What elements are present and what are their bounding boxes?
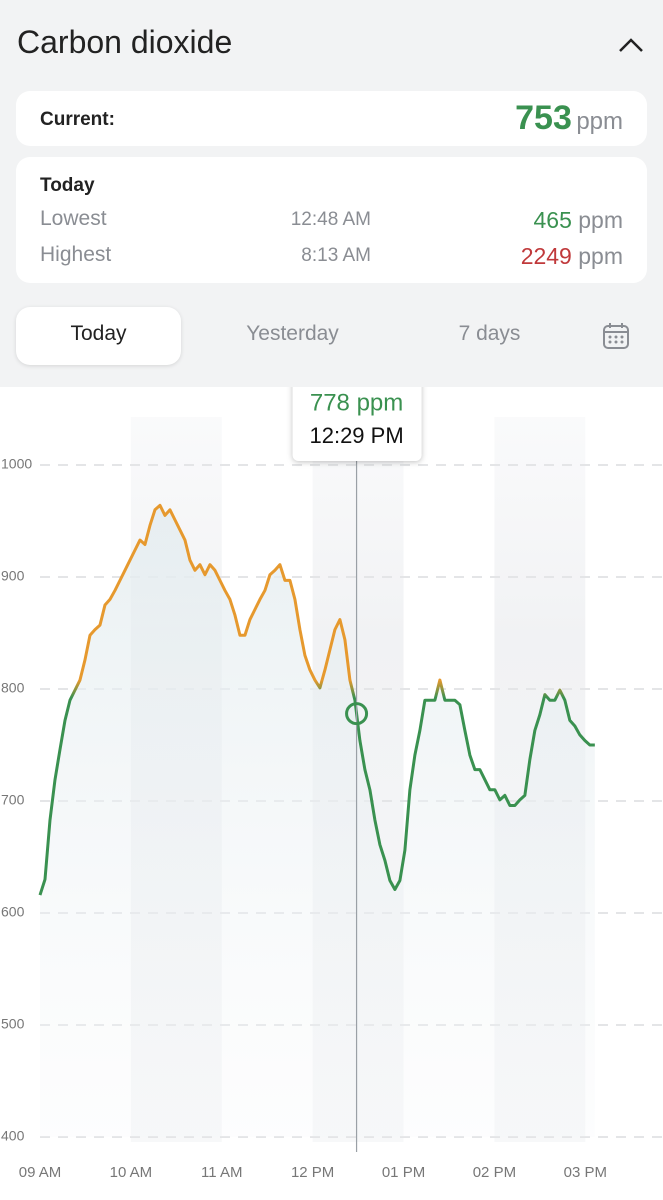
co2-line [38,503,595,896]
x-tick-label: 09 AM [19,1164,62,1181]
tab[interactable]: Today [70,322,127,345]
today-card: Today Lowest 12:48 AM 465 ppm Highest 8:13 A… [16,157,647,283]
tooltip-box [292,387,422,461]
y-tick-label: 900 [1,568,25,584]
tab-selected[interactable] [16,307,181,365]
title: Carbon dioxide [17,24,233,60]
current-card: Current: 753 ppm [16,91,647,146]
row-time: 8:13 AM [301,245,371,266]
row-label: Lowest [40,207,107,230]
row-label: Highest [40,243,112,266]
row-time: 12:48 AM [290,209,371,230]
y-tick-label: 1000 [1,456,32,472]
tab[interactable]: 7 days [458,322,521,345]
chart: 400 500 600 700 800 900 1000 09 AM 10 AM 11 AM 12 … [0,387,663,1200]
y-tick-label: 600 [1,904,25,920]
y-tick-label: 400 [1,1128,25,1144]
y-tick-label: 800 [1,680,25,696]
area-fill [40,505,595,1137]
calendar-button[interactable] [602,322,630,350]
collapse-button[interactable] [616,34,646,56]
y-tick-label: 500 [1,1016,25,1032]
row-value: 465 [533,207,572,233]
today-title: Today [40,175,95,196]
x-tick-label: 10 AM [110,1164,153,1181]
tooltip-time: 12:29 PM [309,423,403,448]
current-label: Current: [40,109,115,130]
current-unit: ppm [576,108,623,135]
y-tick-label: 700 [1,792,25,808]
row-unit: ppm [578,207,623,233]
tab[interactable]: Yesterday [246,322,339,345]
x-tick-label: 11 AM [201,1164,242,1181]
cursor-point [345,702,369,726]
x-tick-label: 12 PM [291,1164,334,1181]
tooltip-value: 778 ppm [310,389,403,416]
x-tick-label: 03 PM [564,1164,607,1181]
row-value: 2249 [520,243,572,269]
x-tick-label: 02 PM [473,1164,516,1181]
current-value: 753 [515,99,572,137]
x-tick-label: 01 PM [382,1164,425,1181]
row-unit: ppm [578,243,623,269]
